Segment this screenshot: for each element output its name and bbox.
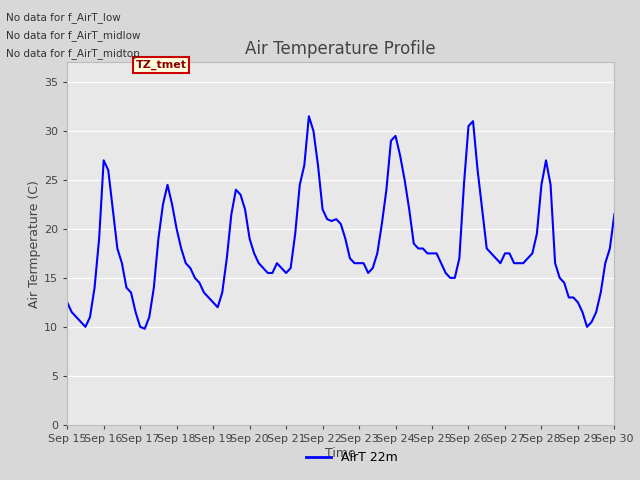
Text: No data for f_AirT_midlow: No data for f_AirT_midlow <box>6 30 141 41</box>
Text: TZ_tmet: TZ_tmet <box>136 60 187 70</box>
Text: No data for f_AirT_low: No data for f_AirT_low <box>6 12 121 23</box>
Title: Air Temperature Profile: Air Temperature Profile <box>246 40 436 58</box>
X-axis label: Time: Time <box>325 446 356 460</box>
Text: No data for f_AirT_midtop: No data for f_AirT_midtop <box>6 48 140 60</box>
Legend: AirT 22m: AirT 22m <box>301 446 403 469</box>
Y-axis label: Air Termperature (C): Air Termperature (C) <box>28 180 41 308</box>
